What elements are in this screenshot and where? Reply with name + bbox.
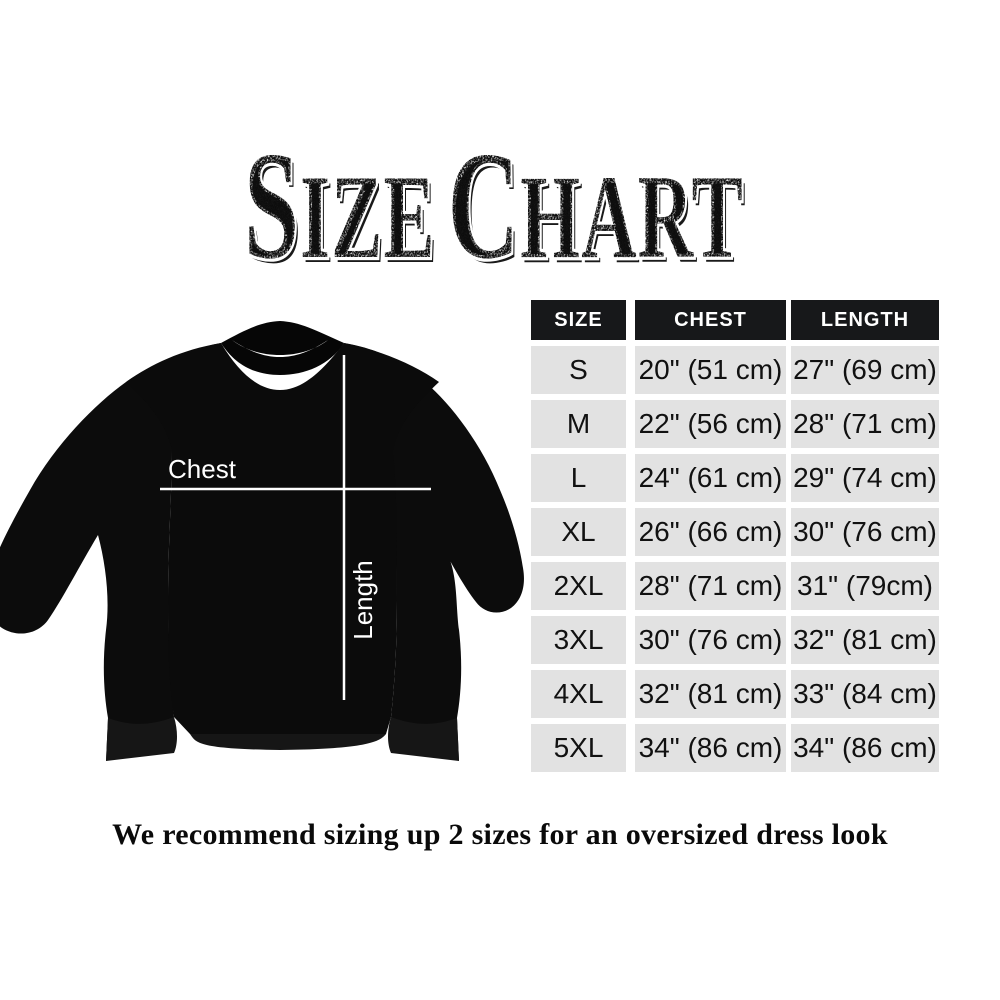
svg-text:Chest: Chest bbox=[168, 454, 237, 484]
svg-text:Length: Length bbox=[348, 560, 378, 640]
